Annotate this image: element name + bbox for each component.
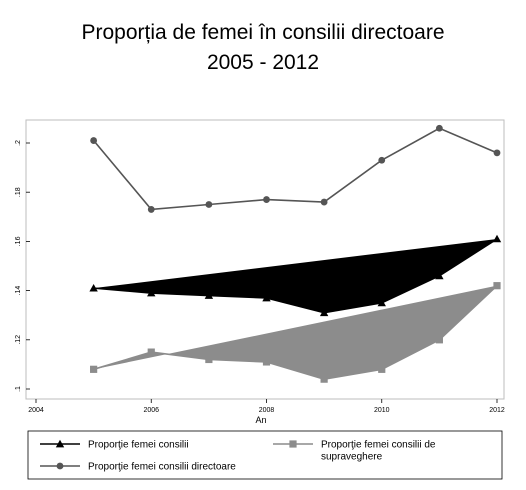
x-tick-label: 2008 bbox=[259, 407, 275, 414]
legend-marker-2 bbox=[289, 440, 297, 448]
data-point-0-2 bbox=[204, 291, 214, 299]
data-point-0-1 bbox=[147, 288, 156, 297]
data-point-2-7 bbox=[493, 282, 501, 290]
x-tick-label: 2006 bbox=[143, 407, 159, 414]
data-point-1-3 bbox=[263, 196, 270, 203]
y-tick-label: .18 bbox=[15, 187, 22, 197]
data-point-1-5 bbox=[378, 156, 386, 164]
data-point-0-7 bbox=[492, 234, 502, 243]
series-line-1 bbox=[93, 127, 498, 211]
chart-subtitle: 2005 - 2012 bbox=[206, 51, 320, 74]
data-point-2-1 bbox=[147, 348, 155, 356]
data-point-1-6 bbox=[435, 124, 443, 132]
legend-label-2: Proporţie femei consilii de supraveghere bbox=[321, 440, 436, 463]
data-point-2-3 bbox=[262, 358, 271, 366]
x-tick-label: 2010 bbox=[374, 407, 390, 414]
plot-frame bbox=[25, 119, 505, 400]
legend-marker-0 bbox=[55, 439, 65, 448]
y-tick-label: .1 bbox=[15, 386, 22, 392]
series-markers bbox=[89, 124, 502, 383]
x-tick-label: 2012 bbox=[489, 407, 505, 414]
data-point-2-6 bbox=[435, 336, 443, 344]
data-point-1-4 bbox=[320, 198, 328, 206]
series-area-2 bbox=[93, 285, 497, 380]
legend-label-1: Proporţie femei consilii directoare bbox=[88, 462, 236, 473]
data-point-0-6 bbox=[435, 271, 444, 280]
y-tick-label: .16 bbox=[15, 236, 22, 246]
legend-box bbox=[27, 430, 503, 480]
series-areas bbox=[93, 238, 497, 380]
x-tick-label: 2004 bbox=[28, 407, 44, 414]
data-point-0-0 bbox=[89, 283, 98, 292]
y-tick-label: .2 bbox=[15, 140, 22, 146]
data-point-0-4 bbox=[319, 308, 329, 317]
data-point-2-5 bbox=[378, 365, 386, 373]
y-tick-label: .14 bbox=[15, 286, 22, 296]
data-point-1-1 bbox=[147, 206, 155, 213]
series-line-0 bbox=[93, 238, 498, 314]
legend: Proporţie femei consilii Proporţie femei … bbox=[40, 440, 436, 473]
data-point-0-5 bbox=[377, 298, 386, 307]
chart-title: Proporția de femei în consilii directoar… bbox=[81, 21, 445, 44]
legend-marker-1 bbox=[56, 462, 64, 470]
legend-label-0: Proporţie femei consilii bbox=[88, 440, 189, 451]
series-line-2 bbox=[93, 285, 498, 380]
data-point-1-7 bbox=[493, 149, 501, 157]
data-point-2-2 bbox=[205, 355, 213, 364]
series-lines bbox=[93, 127, 498, 380]
data-point-1-2 bbox=[205, 201, 213, 208]
data-point-2-0 bbox=[90, 365, 98, 373]
data-point-1-0 bbox=[90, 137, 98, 144]
data-point-2-4 bbox=[320, 375, 328, 383]
x-axis-label: An bbox=[255, 415, 266, 425]
data-point-0-3 bbox=[262, 293, 271, 302]
y-axis: .1 .12 .14 .16 .18 .2 bbox=[15, 140, 30, 392]
y-tick-label: .12 bbox=[15, 335, 22, 345]
x-axis: 2004 2006 2008 2010 2012 bbox=[28, 399, 505, 414]
